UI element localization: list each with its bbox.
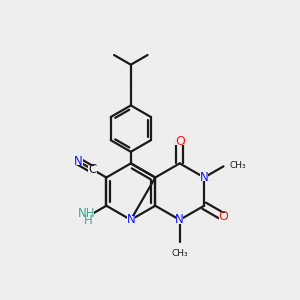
FancyBboxPatch shape (88, 166, 97, 173)
Text: N: N (74, 154, 82, 168)
Text: CH₃: CH₃ (171, 249, 188, 258)
FancyBboxPatch shape (127, 216, 134, 224)
FancyBboxPatch shape (79, 210, 94, 225)
FancyBboxPatch shape (219, 213, 228, 220)
Text: C: C (88, 163, 96, 176)
Text: O: O (218, 210, 228, 224)
FancyBboxPatch shape (74, 158, 82, 165)
FancyBboxPatch shape (175, 137, 184, 145)
Text: NH: NH (77, 207, 95, 220)
Text: H: H (84, 214, 92, 227)
Text: O: O (175, 135, 185, 148)
Text: CH₃: CH₃ (230, 161, 246, 170)
FancyBboxPatch shape (200, 174, 208, 181)
Text: N: N (126, 213, 135, 226)
Text: N: N (175, 213, 184, 226)
Text: N: N (200, 171, 208, 184)
FancyBboxPatch shape (176, 216, 183, 224)
